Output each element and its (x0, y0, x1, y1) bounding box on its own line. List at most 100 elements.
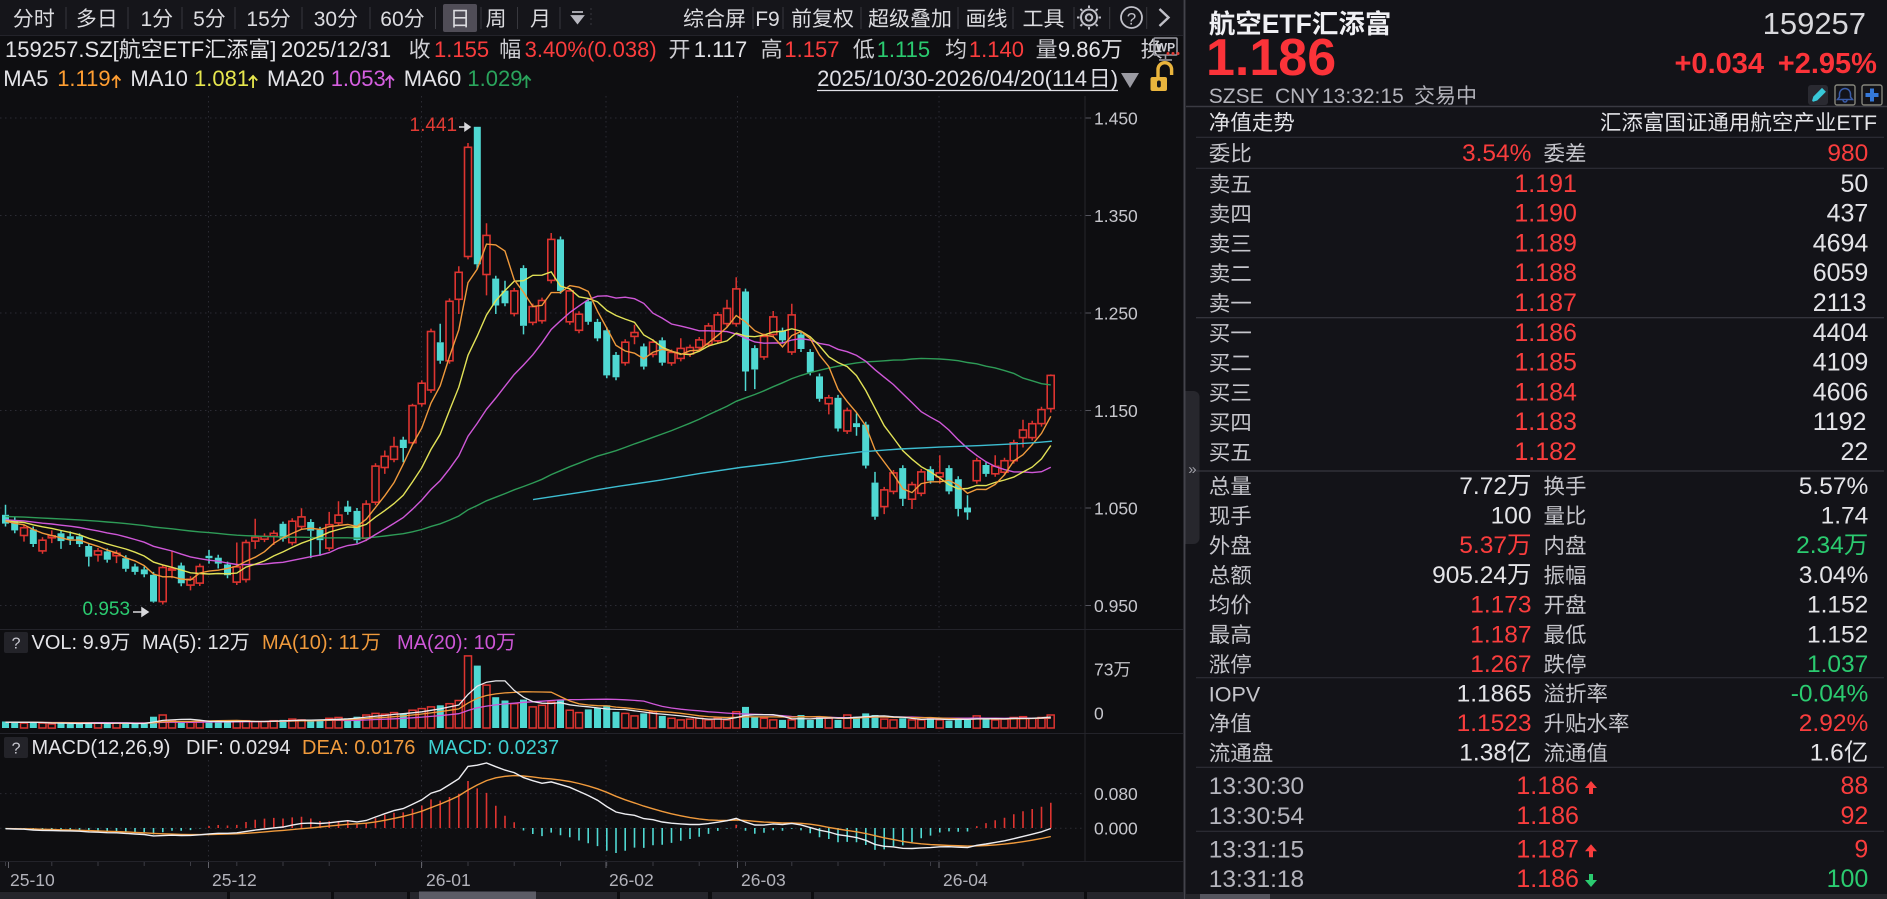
svg-text:»: » (1188, 461, 1196, 478)
svg-text:1: 1 (141, 8, 153, 31)
svg-text:1.155: 1.155 (434, 37, 489, 62)
svg-text:1.188: 1.188 (1514, 259, 1577, 287)
svg-text:1.152: 1.152 (1807, 621, 1868, 648)
svg-text:30: 30 (314, 8, 337, 31)
svg-text:13:31:15: 13:31:15 (1209, 836, 1304, 863)
svg-text:MACD(12,26,9): MACD(12,26,9) (32, 737, 171, 759)
svg-text:437: 437 (1827, 200, 1869, 228)
svg-text:4109: 4109 (1813, 349, 1869, 377)
svg-text:100: 100 (1827, 865, 1869, 893)
svg-text:4694: 4694 (1813, 229, 1869, 257)
svg-text:MA(10): 11: MA(10): 11 (262, 632, 359, 654)
svg-text:]: ] (270, 37, 276, 62)
svg-text:1.350: 1.350 (1094, 206, 1138, 226)
svg-text:2025/10/30-2026/04/20(114: 2025/10/30-2026/04/20(114 (817, 66, 1087, 91)
svg-text:1.150: 1.150 (1094, 401, 1138, 421)
svg-text:1.38: 1.38 (1459, 740, 1507, 767)
svg-text:9.86: 9.86 (1058, 37, 1101, 62)
svg-text:1.182: 1.182 (1514, 438, 1577, 466)
svg-text:26-04: 26-04 (943, 870, 988, 890)
svg-text:1.152: 1.152 (1807, 592, 1868, 619)
svg-text:1.187: 1.187 (1514, 289, 1577, 317)
svg-text:1.184: 1.184 (1514, 378, 1577, 406)
svg-text:5.57%: 5.57% (1799, 473, 1868, 500)
svg-text:1.267: 1.267 (1470, 651, 1531, 678)
svg-text:MA20: MA20 (267, 66, 324, 91)
svg-text:+2.95%: +2.95% (1778, 48, 1877, 80)
svg-text:6059: 6059 (1813, 259, 1869, 287)
svg-text:1.190: 1.190 (1514, 200, 1577, 228)
svg-text:?: ? (12, 636, 21, 653)
svg-text:1.186: 1.186 (1516, 772, 1579, 800)
svg-text:MA(5): 12: MA(5): 12 (142, 632, 230, 654)
svg-text:1.187: 1.187 (1470, 621, 1531, 648)
svg-text:+0.034: +0.034 (1675, 48, 1765, 80)
svg-text:1.140: 1.140 (969, 37, 1024, 62)
svg-text:3.40%(0.038): 3.40%(0.038) (525, 37, 657, 62)
svg-text:13:32:15: 13:32:15 (1322, 85, 1404, 108)
svg-text:0.080: 0.080 (1094, 784, 1138, 804)
svg-text:159257: 159257 (1763, 6, 1866, 41)
svg-text:3.54%: 3.54% (1462, 140, 1531, 167)
svg-text:DIF: 0.0294: DIF: 0.0294 (186, 737, 291, 759)
svg-text:MA10: MA10 (130, 66, 187, 91)
svg-text:100: 100 (1491, 503, 1532, 530)
svg-text:159257.SZ[: 159257.SZ[ (5, 37, 119, 62)
svg-text:1.6: 1.6 (1810, 740, 1844, 767)
svg-text:1.441: 1.441 (410, 115, 458, 136)
svg-text:IOPV: IOPV (1209, 682, 1261, 706)
svg-text:4606: 4606 (1813, 378, 1869, 406)
svg-text:88: 88 (1841, 772, 1869, 800)
svg-text:1.1523: 1.1523 (1457, 710, 1532, 737)
svg-text:0.953: 0.953 (83, 599, 131, 620)
svg-text:1.117: 1.117 (694, 37, 747, 62)
svg-text:DEA: 0.0176: DEA: 0.0176 (302, 737, 415, 759)
svg-text:4404: 4404 (1813, 319, 1869, 347)
svg-text:1.115: 1.115 (877, 37, 930, 62)
svg-text:F9: F9 (755, 8, 780, 31)
svg-text:50: 50 (1841, 170, 1869, 198)
svg-text:1.250: 1.250 (1094, 303, 1138, 323)
svg-text:13:30:54: 13:30:54 (1209, 803, 1304, 830)
svg-text:1.157: 1.157 (784, 37, 839, 62)
svg-text:0.000: 0.000 (1094, 819, 1138, 839)
svg-text:1.053: 1.053 (331, 66, 386, 91)
svg-text:980: 980 (1827, 140, 1868, 167)
svg-text:1.186: 1.186 (1516, 865, 1579, 893)
svg-text:SZSE: SZSE (1209, 85, 1264, 108)
svg-text:92: 92 (1841, 802, 1869, 830)
svg-text:1.189: 1.189 (1514, 229, 1577, 257)
svg-text:0: 0 (1094, 704, 1104, 724)
svg-text:1.029: 1.029 (467, 66, 522, 91)
svg-text:73: 73 (1094, 660, 1113, 680)
svg-text:13:31:18: 13:31:18 (1209, 866, 1304, 893)
svg-text:WP: WP (1156, 41, 1175, 55)
svg-text:): ) (1111, 66, 1118, 91)
svg-text:1.173: 1.173 (1470, 592, 1531, 619)
svg-text:CNY: CNY (1275, 85, 1319, 108)
svg-text:1.74: 1.74 (1821, 503, 1869, 530)
svg-text:5.37: 5.37 (1459, 532, 1507, 559)
svg-text:1.050: 1.050 (1094, 498, 1138, 518)
svg-text:13:30:30: 13:30:30 (1209, 773, 1304, 800)
svg-text:1.450: 1.450 (1094, 108, 1138, 128)
svg-text:1.191: 1.191 (1514, 170, 1577, 198)
svg-text:2.92%: 2.92% (1799, 710, 1868, 737)
svg-text:ETF: ETF (1836, 111, 1877, 135)
svg-text:2113: 2113 (1813, 289, 1867, 317)
svg-text:1.183: 1.183 (1514, 408, 1577, 436)
svg-text:MA60: MA60 (404, 66, 461, 91)
svg-text:1.119: 1.119 (57, 66, 110, 91)
svg-text:905.24: 905.24 (1432, 562, 1507, 589)
svg-text:25-10: 25-10 (10, 870, 55, 890)
svg-text:60: 60 (380, 8, 403, 31)
svg-text:1.186: 1.186 (1514, 319, 1577, 347)
svg-text:22: 22 (1841, 438, 1869, 466)
svg-text:MACD: 0.0237: MACD: 0.0237 (428, 737, 559, 759)
svg-text:MA(20): 10: MA(20): 10 (397, 632, 496, 654)
svg-text:VOL: 9.9: VOL: 9.9 (32, 632, 111, 654)
svg-text:?: ? (12, 741, 21, 758)
svg-text:1192: 1192 (1813, 408, 1867, 436)
svg-text:1.1865: 1.1865 (1457, 680, 1532, 707)
svg-text:7.72: 7.72 (1459, 473, 1507, 500)
